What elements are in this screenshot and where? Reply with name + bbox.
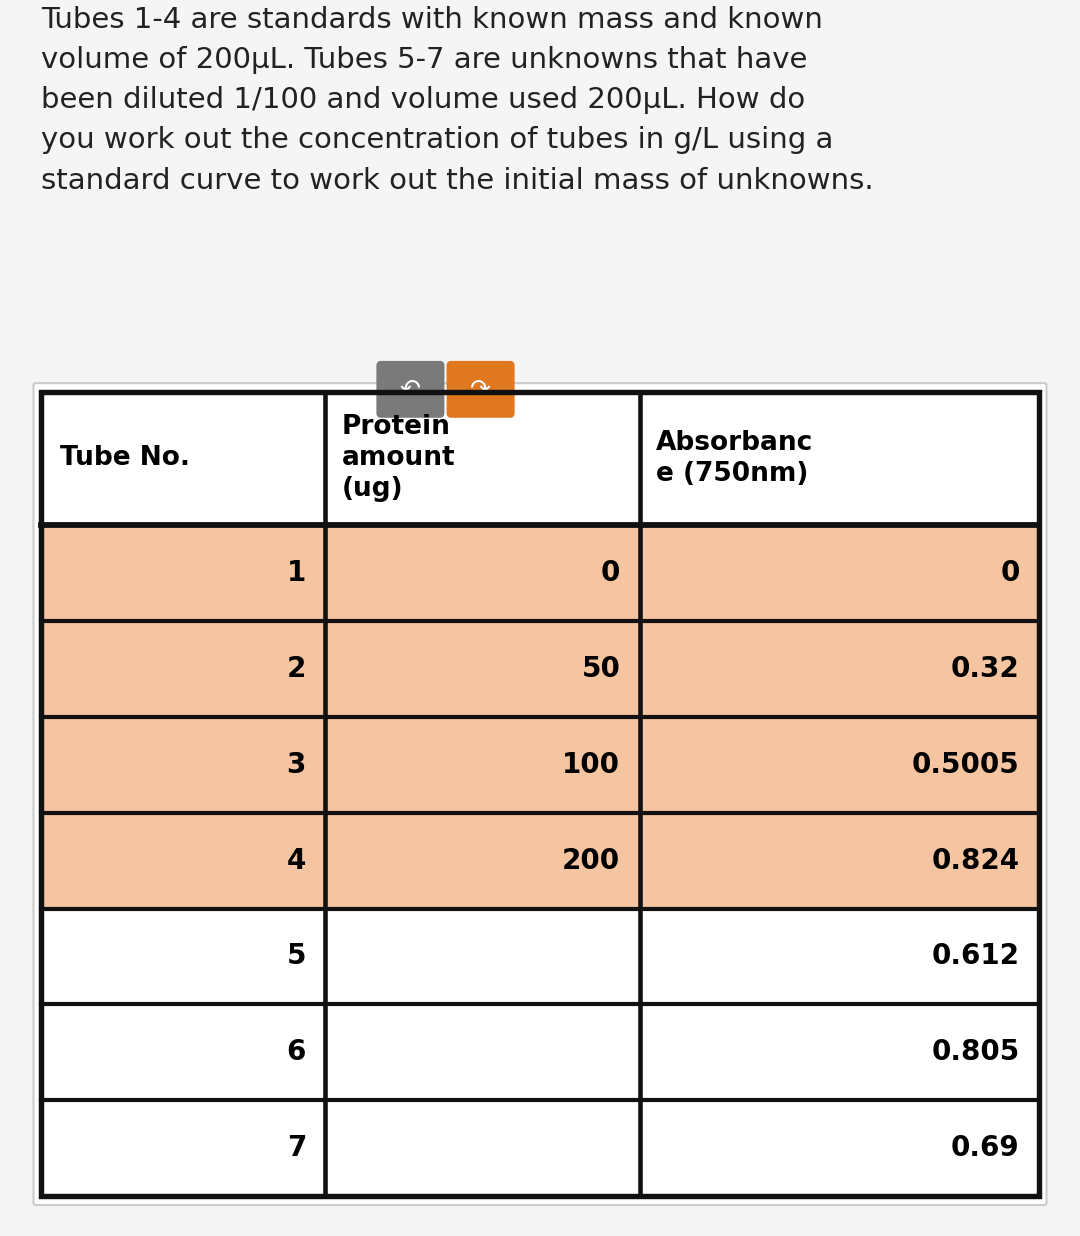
Text: 0.69: 0.69 xyxy=(950,1135,1020,1162)
Text: 0.805: 0.805 xyxy=(931,1038,1020,1067)
Bar xyxy=(41,812,325,908)
Text: 1: 1 xyxy=(287,559,306,587)
Text: 0.32: 0.32 xyxy=(950,655,1020,682)
Bar xyxy=(639,392,1039,524)
Text: 0.5005: 0.5005 xyxy=(912,750,1020,779)
Text: 0.824: 0.824 xyxy=(931,847,1020,875)
Text: 4: 4 xyxy=(286,847,306,875)
Bar xyxy=(41,392,1039,1196)
Bar xyxy=(325,812,639,908)
Text: Tubes 1-4 are standards with known mass and known
volume of 200μL. Tubes 5-7 are: Tubes 1-4 are standards with known mass … xyxy=(41,6,874,194)
Bar xyxy=(41,620,325,717)
Text: 0.612: 0.612 xyxy=(932,943,1020,970)
Text: 6: 6 xyxy=(286,1038,306,1067)
Bar xyxy=(639,620,1039,717)
Bar xyxy=(639,717,1039,812)
Bar xyxy=(41,524,325,620)
Bar xyxy=(325,1100,639,1196)
Bar xyxy=(41,1005,325,1100)
Bar xyxy=(639,908,1039,1005)
Bar xyxy=(325,908,639,1005)
Bar xyxy=(639,812,1039,908)
Text: ↷: ↷ xyxy=(470,377,491,402)
Bar xyxy=(325,524,639,620)
Bar xyxy=(41,1100,325,1196)
Text: 0: 0 xyxy=(1000,559,1020,587)
Bar xyxy=(639,524,1039,620)
Text: Tube No.: Tube No. xyxy=(60,445,190,471)
Bar xyxy=(41,908,325,1005)
Text: 3: 3 xyxy=(286,750,306,779)
Bar xyxy=(639,1005,1039,1100)
Bar xyxy=(639,1100,1039,1196)
Bar xyxy=(41,392,325,524)
Text: Absorbanc
e (750nm): Absorbanc e (750nm) xyxy=(656,430,813,487)
FancyBboxPatch shape xyxy=(377,361,445,418)
Text: 5: 5 xyxy=(286,943,306,970)
Bar xyxy=(325,392,639,524)
Text: 100: 100 xyxy=(563,750,620,779)
FancyBboxPatch shape xyxy=(447,361,515,418)
Text: 50: 50 xyxy=(581,655,620,682)
Bar xyxy=(325,717,639,812)
Bar xyxy=(41,717,325,812)
Bar xyxy=(325,620,639,717)
FancyBboxPatch shape xyxy=(33,383,1047,1205)
Text: ↶: ↶ xyxy=(400,377,421,402)
Text: Protein
amount
(ug): Protein amount (ug) xyxy=(341,414,456,502)
Text: 7: 7 xyxy=(286,1135,306,1162)
Bar xyxy=(325,1005,639,1100)
Text: 2: 2 xyxy=(286,655,306,682)
Text: 0: 0 xyxy=(600,559,620,587)
Text: 200: 200 xyxy=(563,847,620,875)
